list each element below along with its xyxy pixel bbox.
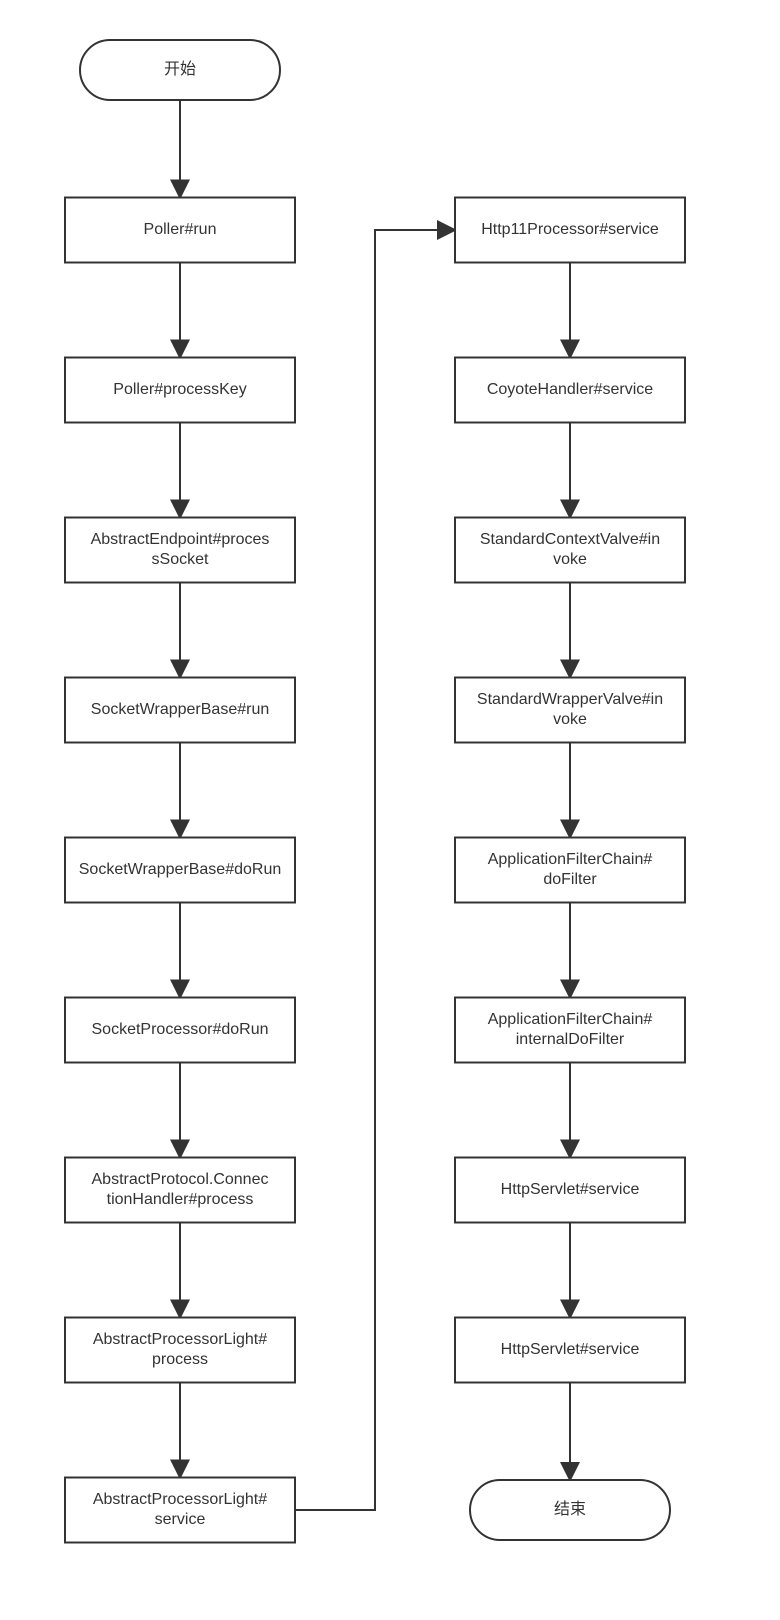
node-m7: HttpServlet#service [455,1158,685,1223]
node-end: 结束 [470,1480,670,1540]
node-label: ApplicationFilterChain# [488,1011,653,1028]
node-m3: StandardContextValve#in voke [455,518,685,583]
node-m4: StandardWrapperValve#in voke [455,678,685,743]
node-label: tionHandler#process [107,1191,254,1208]
node-n8: AbstractProcessorLight# process [65,1318,295,1383]
node-label: AbstractProcessorLight# [93,1331,267,1348]
node-m5: ApplicationFilterChain# doFilter [455,838,685,903]
node-label: StandardWrapperValve#in [477,691,663,708]
flowchart-canvas: 开始 Poller#run Poller#processKey AbstractEnd… [0,0,780,1620]
node-m2: CoyoteHandler#service [455,358,685,423]
node-label: Poller#processKey [113,381,246,398]
node-label: SocketWrapperBase#run [91,701,269,718]
node-n5: SocketWrapperBase#doRun [65,838,295,903]
edge-n9-m1 [295,230,455,1510]
node-label: sSocket [152,551,209,568]
node-label: SocketProcessor#doRun [92,1021,269,1038]
node-n2: Poller#processKey [65,358,295,423]
node-n4: SocketWrapperBase#run [65,678,295,743]
node-label: voke [553,551,587,568]
node-label: CoyoteHandler#service [487,381,653,398]
node-label: voke [553,711,587,728]
node-label: internalDoFilter [516,1031,625,1048]
node-n7: AbstractProtocol.Connec tionHandler#proce… [65,1158,295,1223]
node-label: ApplicationFilterChain# [488,851,653,868]
node-label: Http11Processor#service [481,221,659,238]
node-m6: ApplicationFilterChain# internalDoFilter [455,998,685,1063]
node-label: AbstractEndpoint#proces [91,531,270,548]
node-label: 结束 [554,1500,586,1518]
node-label: AbstractProtocol.Connec [92,1171,269,1188]
node-label: Poller#run [144,221,217,238]
node-start: 开始 [80,40,280,100]
node-n3: AbstractEndpoint#proces sSocket [65,518,295,583]
node-label: StandardContextValve#in [480,531,660,548]
node-label: doFilter [543,871,597,888]
node-n9: AbstractProcessorLight# service [65,1478,295,1543]
node-label: service [155,1511,206,1528]
node-label: process [152,1351,208,1368]
node-label: AbstractProcessorLight# [93,1491,267,1508]
node-n6: SocketProcessor#doRun [65,998,295,1063]
node-label: HttpServlet#service [501,1181,640,1198]
node-m1: Http11Processor#service [455,198,685,263]
node-label: SocketWrapperBase#doRun [79,861,282,878]
node-m8: HttpServlet#service [455,1318,685,1383]
node-label: HttpServlet#service [501,1341,640,1358]
node-label: 开始 [164,60,196,78]
node-n1: Poller#run [65,198,295,263]
